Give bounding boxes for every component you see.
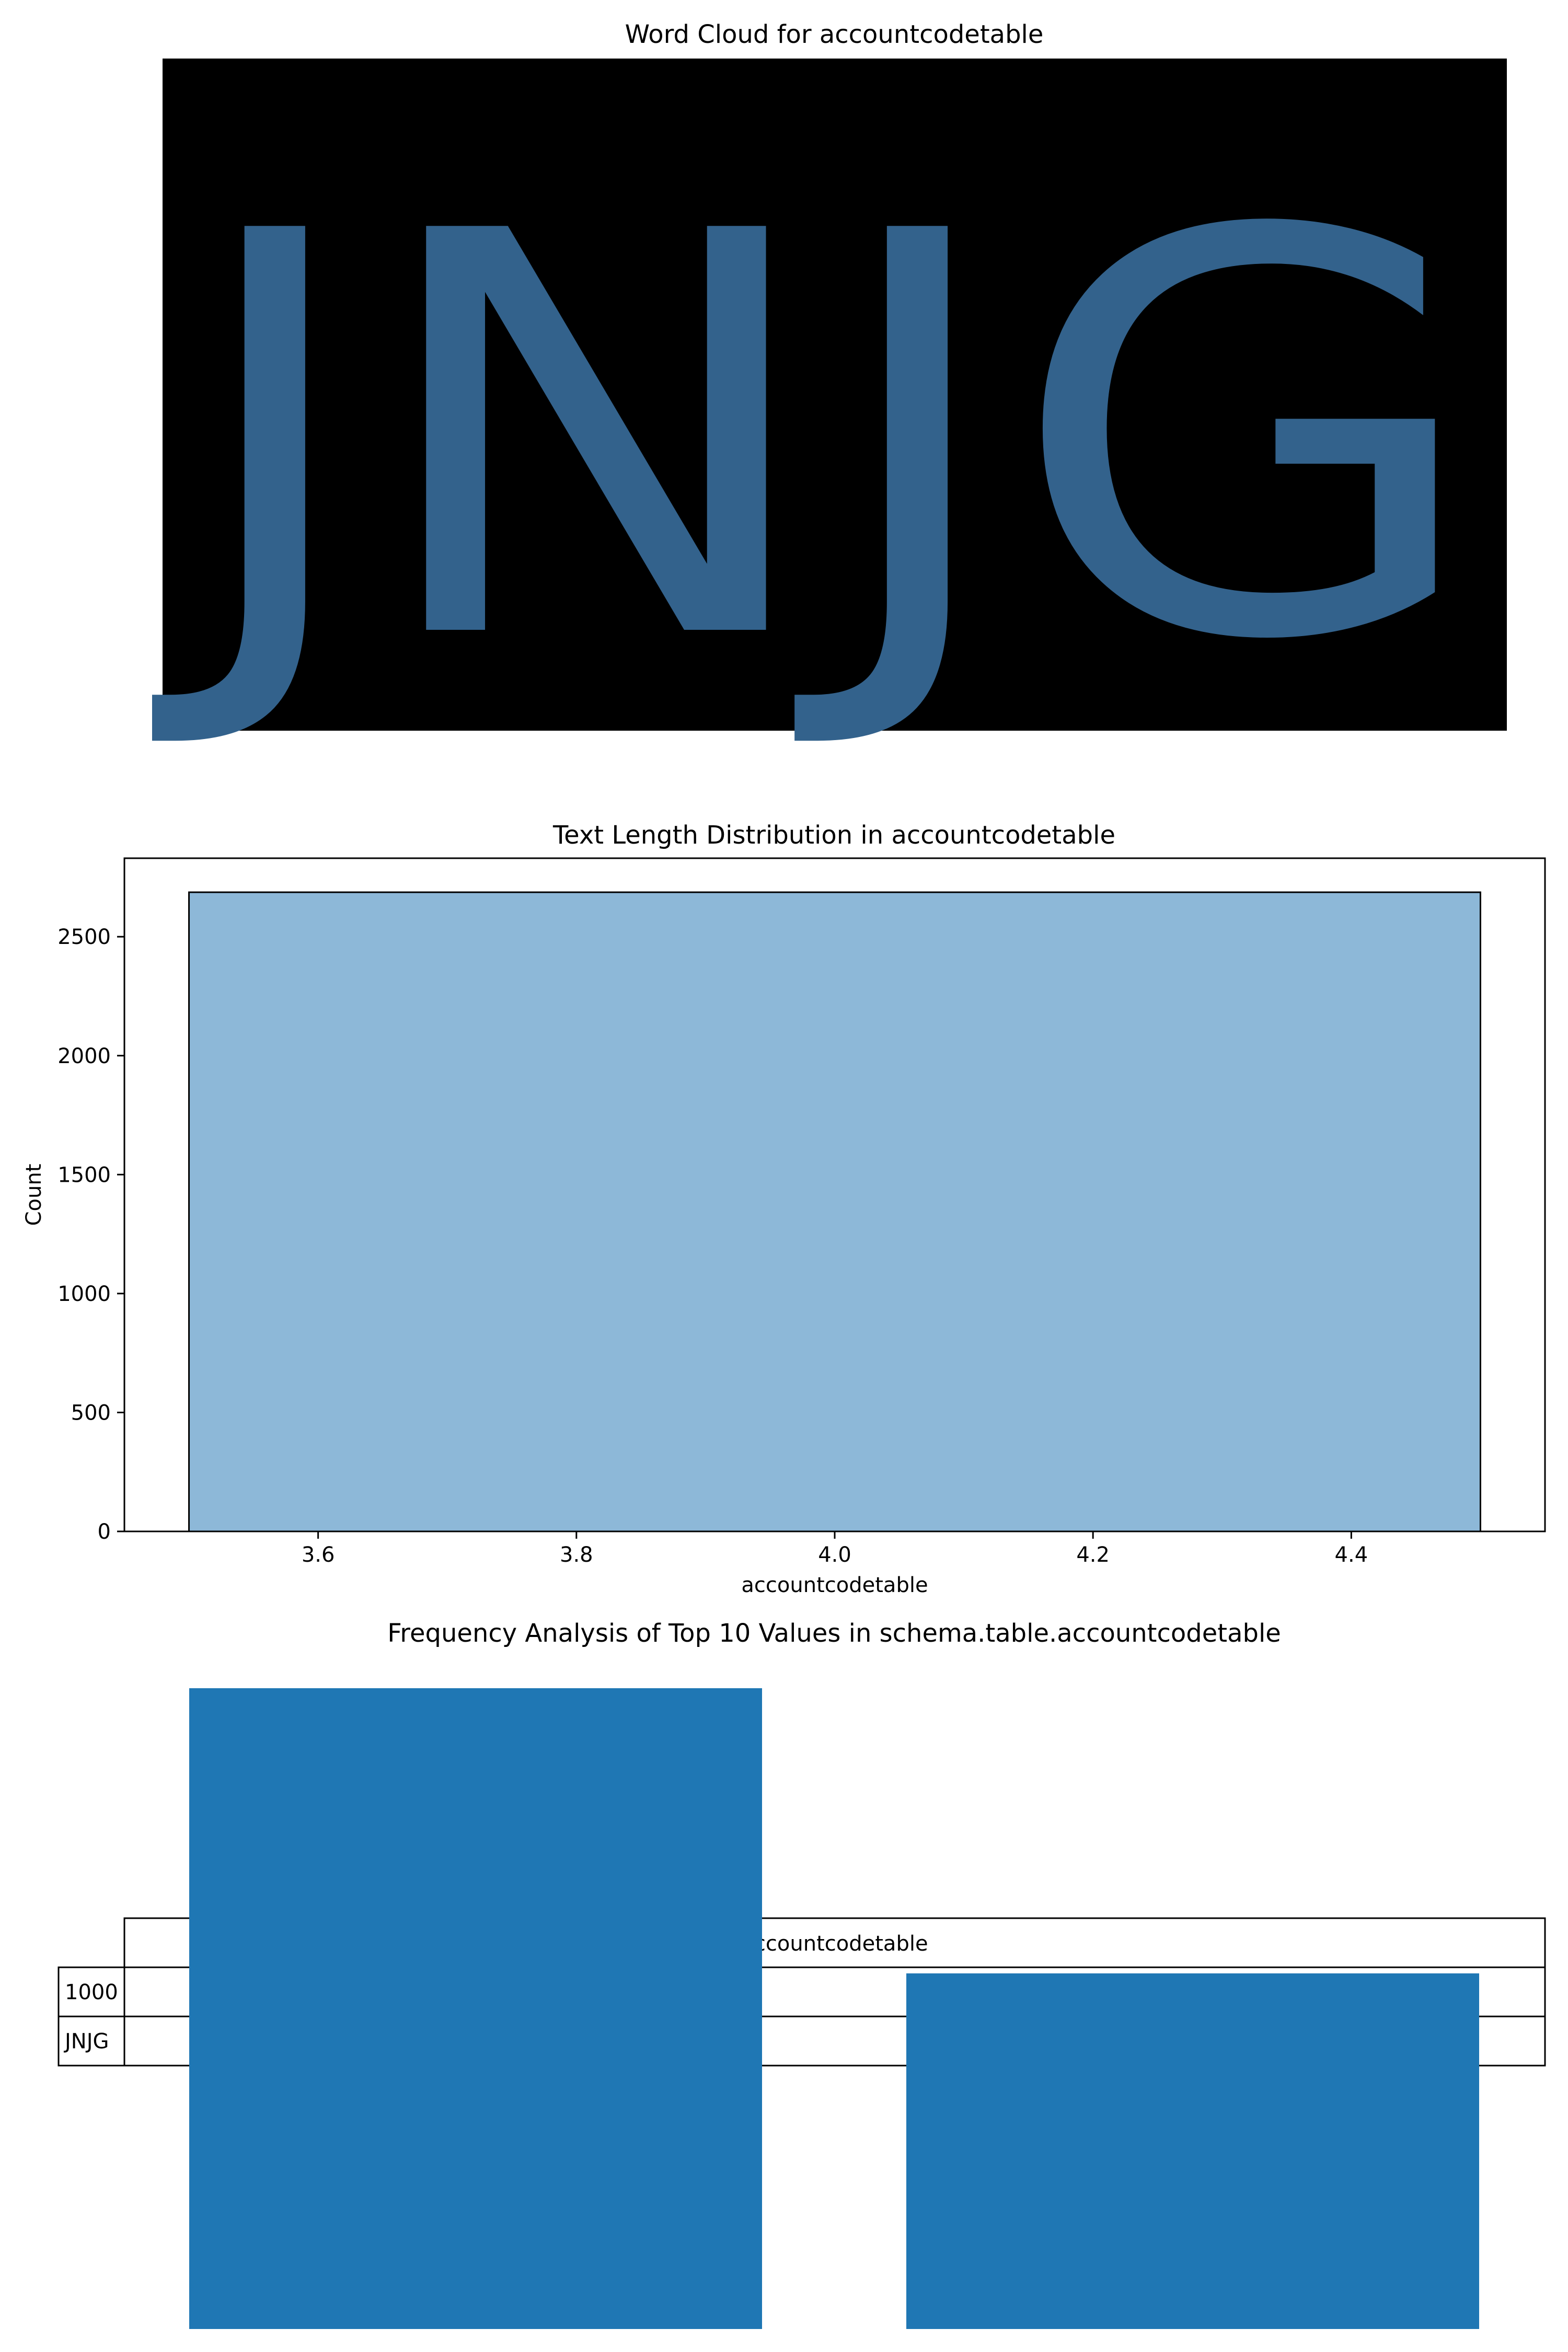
table-column-header: accountcodetable (741, 1932, 928, 1956)
table-row-label: JNJG (63, 2030, 109, 2054)
y-tick-label: 500 (71, 1401, 111, 1425)
x-tick-label: 3.6 (302, 1543, 335, 1567)
histogram-y-ticks: 0 500 1000 1500 2000 2500 (57, 925, 124, 1544)
histogram-x-label: accountcodetable (741, 1573, 928, 1597)
histogram-bars (188, 891, 1481, 1532)
y-tick-label: 2000 (57, 1044, 111, 1068)
histogram-panel: Text Length Distribution in accountcodet… (22, 821, 1546, 1597)
frequency-title: Frequency Analysis of Top 10 Values in s… (387, 1619, 1281, 1648)
wordcloud-canvas (163, 59, 1507, 731)
x-tick-label: 4.2 (1076, 1543, 1110, 1567)
histogram-bar (188, 891, 1481, 1532)
frequency-panel: Frequency Analysis of Top 10 Values in s… (57, 1619, 1546, 2329)
x-tick-label: 3.8 (560, 1543, 593, 1567)
x-tick-label: 4.0 (818, 1543, 851, 1567)
histogram-title: Text Length Distribution in accountcodet… (552, 821, 1115, 850)
x-tick-label: 4.4 (1335, 1543, 1368, 1567)
frequency-bars (189, 1688, 1479, 2329)
histogram-y-label: Count (22, 1164, 46, 1226)
frequency-bar (906, 1973, 1479, 2329)
frequency-bar (189, 1688, 762, 2329)
y-tick-label: 1500 (57, 1163, 111, 1187)
wordcloud-word: JNJG (145, 116, 1485, 760)
wordcloud-panel: Word Cloud for accountcodetable JNJG (145, 20, 1507, 760)
y-tick-label: 2500 (57, 925, 111, 949)
table-row-label: 1000 (65, 1980, 118, 2004)
y-tick-label: 1000 (57, 1282, 111, 1306)
histogram-x-ticks: 3.6 3.8 4.0 4.2 4.4 (302, 1531, 1368, 1567)
y-tick-label: 0 (98, 1520, 111, 1544)
wordcloud-title: Word Cloud for accountcodetable (625, 20, 1044, 49)
table-row-label-cell (57, 1966, 125, 2017)
